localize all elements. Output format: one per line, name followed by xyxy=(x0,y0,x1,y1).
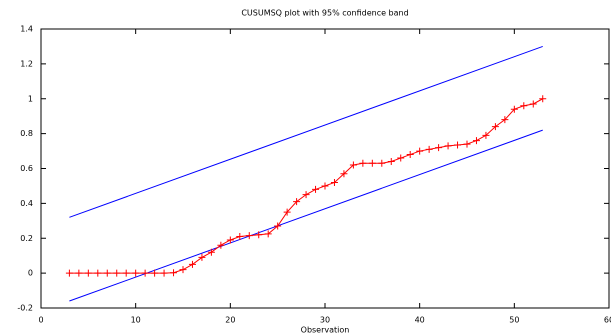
point-marker xyxy=(510,105,518,113)
point-marker xyxy=(141,269,149,277)
x-tick-label: 50 xyxy=(509,316,519,325)
y-tick-label: 0.6 xyxy=(20,164,33,173)
y-tick-label: -0.2 xyxy=(17,304,33,313)
point-marker xyxy=(274,222,282,230)
point-marker xyxy=(312,185,320,193)
point-marker xyxy=(113,269,121,277)
x-tick-label: 30 xyxy=(320,316,330,325)
point-marker xyxy=(302,191,310,199)
point-marker xyxy=(283,208,291,216)
point-marker xyxy=(255,231,263,239)
point-marker xyxy=(463,140,471,148)
confidence-band xyxy=(69,45,543,218)
point-marker xyxy=(84,269,92,277)
point-marker xyxy=(122,269,130,277)
point-marker xyxy=(435,144,443,152)
cusumsq-line xyxy=(69,98,543,274)
point-marker xyxy=(179,266,187,274)
point-marker xyxy=(217,241,225,249)
point-marker xyxy=(94,269,102,277)
y-tick-label: 0.8 xyxy=(20,129,33,138)
point-marker xyxy=(340,170,348,178)
point-marker xyxy=(245,232,253,240)
point-marker xyxy=(368,159,376,167)
plot-frame xyxy=(40,28,610,309)
point-marker xyxy=(188,260,196,268)
point-marker xyxy=(359,159,367,167)
point-marker xyxy=(454,141,462,149)
point-marker xyxy=(406,151,414,159)
point-marker xyxy=(103,269,111,277)
point-marker xyxy=(378,159,386,167)
point-marker xyxy=(264,230,272,238)
chart-title: CUSUMSQ plot with 95% confidence band xyxy=(241,9,408,18)
point-marker xyxy=(425,145,433,153)
x-axis-label: Observation xyxy=(301,326,350,335)
point-marker xyxy=(529,100,537,108)
point-marker xyxy=(330,178,338,186)
point-marker xyxy=(160,269,168,277)
point-marker xyxy=(444,142,452,150)
y-tick-label: 0.2 xyxy=(20,234,33,243)
y-tick-label: 1.2 xyxy=(20,59,33,68)
point-marker xyxy=(321,182,329,190)
y-tick-label: 0.4 xyxy=(20,199,33,208)
point-marker xyxy=(65,269,73,277)
point-marker xyxy=(491,123,499,131)
point-marker xyxy=(132,269,140,277)
x-tick-label: 40 xyxy=(415,316,425,325)
x-tick-label: 60 xyxy=(604,316,611,325)
point-marker xyxy=(520,102,528,110)
y-tick-label: 1 xyxy=(28,94,33,103)
point-marker xyxy=(501,116,509,124)
x-tick-label: 0 xyxy=(38,316,43,325)
point-marker xyxy=(170,269,178,277)
x-tick-label: 20 xyxy=(225,316,235,325)
x-tick-label: 10 xyxy=(131,316,141,325)
point-marker xyxy=(482,131,490,139)
point-marker xyxy=(349,161,357,169)
point-marker xyxy=(236,233,244,241)
point-marker xyxy=(397,154,405,162)
point-marker xyxy=(207,248,215,256)
point-marker xyxy=(75,269,83,277)
point-marker xyxy=(387,158,395,166)
point-marker xyxy=(472,137,480,145)
y-tick-label: 1.4 xyxy=(20,25,33,34)
point-marker xyxy=(151,269,159,277)
point-marker xyxy=(198,253,206,261)
point-marker xyxy=(416,147,424,155)
point-marker xyxy=(226,236,234,244)
point-marker xyxy=(539,95,547,103)
y-tick-label: 0 xyxy=(28,269,33,278)
point-marker xyxy=(293,198,301,206)
confidence-band xyxy=(69,129,543,302)
